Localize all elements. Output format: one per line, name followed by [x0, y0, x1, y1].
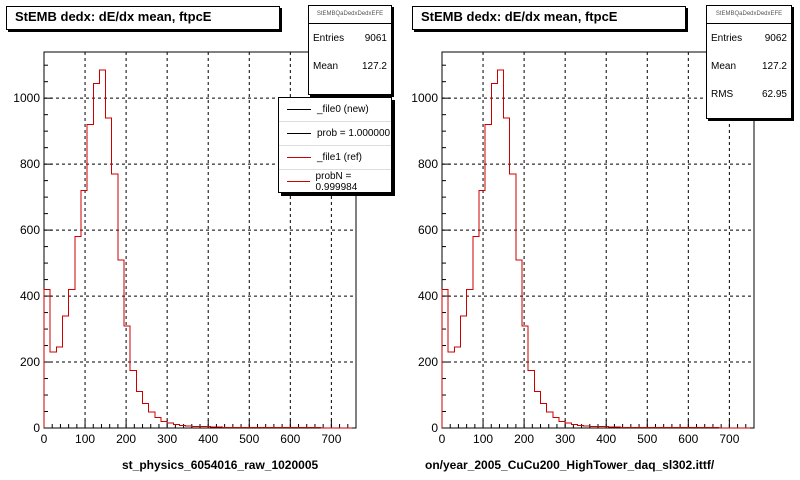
left-stats-row: Entries 9061 [309, 24, 391, 52]
right-stats-box: StEMBQaDedxDedxEFE Entries 9062 Mean 127… [706, 5, 792, 119]
left-x-tick-label: 700 [321, 432, 341, 446]
left-y-tick-label: 1000 [13, 91, 40, 105]
right-stats-label: RMS [711, 88, 734, 100]
left-y-tick-label: 800 [20, 157, 40, 171]
left-stats-label: Mean [313, 60, 339, 72]
left-stats-name: StEMBQaDedxDedxEFE [309, 6, 391, 24]
right-stats-row: RMS 62.95 [707, 80, 791, 108]
right-x-tick-label: 300 [555, 432, 575, 446]
right-y-tick-label: 400 [418, 289, 438, 303]
left-y-tick-label: 200 [20, 355, 40, 369]
right-chart-title: StEMB dedx: dE/dx mean, ftpcE [412, 6, 686, 30]
left-chart-title: StEMB dedx: dE/dx mean, ftpcE [6, 6, 280, 30]
right-x-tick-label: 200 [514, 432, 534, 446]
legend-label: prob = 1.000000 [317, 128, 391, 139]
left-y-tick-label: 600 [20, 223, 40, 237]
left-x-tick-label: 100 [75, 432, 95, 446]
right-y-tick-label: 0 [431, 421, 438, 435]
legend-label: probN = 0.999984 [315, 170, 358, 193]
right-stats-value: 9062 [764, 32, 787, 44]
right-x-tick-label: 500 [637, 432, 657, 446]
right-x-tick-label: 600 [678, 432, 698, 446]
left-x-tick-label: 300 [157, 432, 177, 446]
right-y-tick-label: 200 [418, 355, 438, 369]
left-x-tick-label: 0 [41, 432, 48, 446]
right-stats-value: 127.2 [761, 60, 787, 72]
legend-entry: _file0 (new) [279, 98, 391, 122]
left-legend: _file0 (new) prob = 1.000000 _file1 (ref… [278, 97, 392, 193]
legend-label: _file1 (ref) [317, 152, 363, 163]
right-y-tick-label: 1000 [411, 91, 438, 105]
left-histogram-series-1 [43, 69, 352, 429]
left-stats-value: 127.2 [361, 60, 387, 72]
right-x-tick-label: 0 [439, 432, 446, 446]
left-x-tick-label: 400 [198, 432, 218, 446]
legend-entry: prob = 1.000000 [279, 122, 391, 146]
left-stats-label: Entries [313, 32, 345, 44]
legend-line-swatch [287, 133, 311, 134]
left-stats-row: Mean 127.2 [309, 52, 391, 80]
legend-entry: _file1 (ref) [279, 146, 391, 170]
legend-entry: probN = 0.999984 [279, 170, 391, 193]
right-y-tick-label: 600 [418, 223, 438, 237]
left-stats-value: 9061 [364, 32, 387, 44]
right-x-tick-label: 400 [596, 432, 616, 446]
right-stats-row: Mean 127.2 [707, 52, 791, 80]
left-x-tick-label: 500 [239, 432, 259, 446]
left-x-tick-label: 600 [280, 432, 300, 446]
right-histogram-series-0 [441, 69, 750, 429]
right-x-tick-label: 100 [473, 432, 493, 446]
left-x-tick-label: 200 [116, 432, 136, 446]
right-stats-name: StEMBQaDedxDedxEFE [707, 6, 791, 24]
left-stats-box: StEMBQaDedxDedxEFE Entries 9061 Mean 127… [308, 5, 392, 95]
legend-line-swatch [287, 157, 311, 158]
right-stats-label: Entries [711, 32, 743, 44]
right-stats-row: Entries 9062 [707, 24, 791, 52]
right-y-tick-label: 800 [418, 157, 438, 171]
left-x-axis-title: st_physics_6054016_raw_1020005 [122, 458, 319, 472]
right-x-axis-title: on/year_2005_CuCu200_HighTower_daq_sl302… [425, 458, 715, 472]
legend-line-swatch [287, 109, 311, 110]
legend-line-swatch [287, 181, 310, 182]
right-stats-value: 62.95 [761, 88, 787, 100]
left-y-tick-label: 400 [20, 289, 40, 303]
right-x-tick-label: 700 [719, 432, 739, 446]
right-stats-label: Mean [711, 60, 737, 72]
legend-label: _file0 (new) [317, 104, 369, 115]
left-y-tick-label: 0 [33, 421, 40, 435]
